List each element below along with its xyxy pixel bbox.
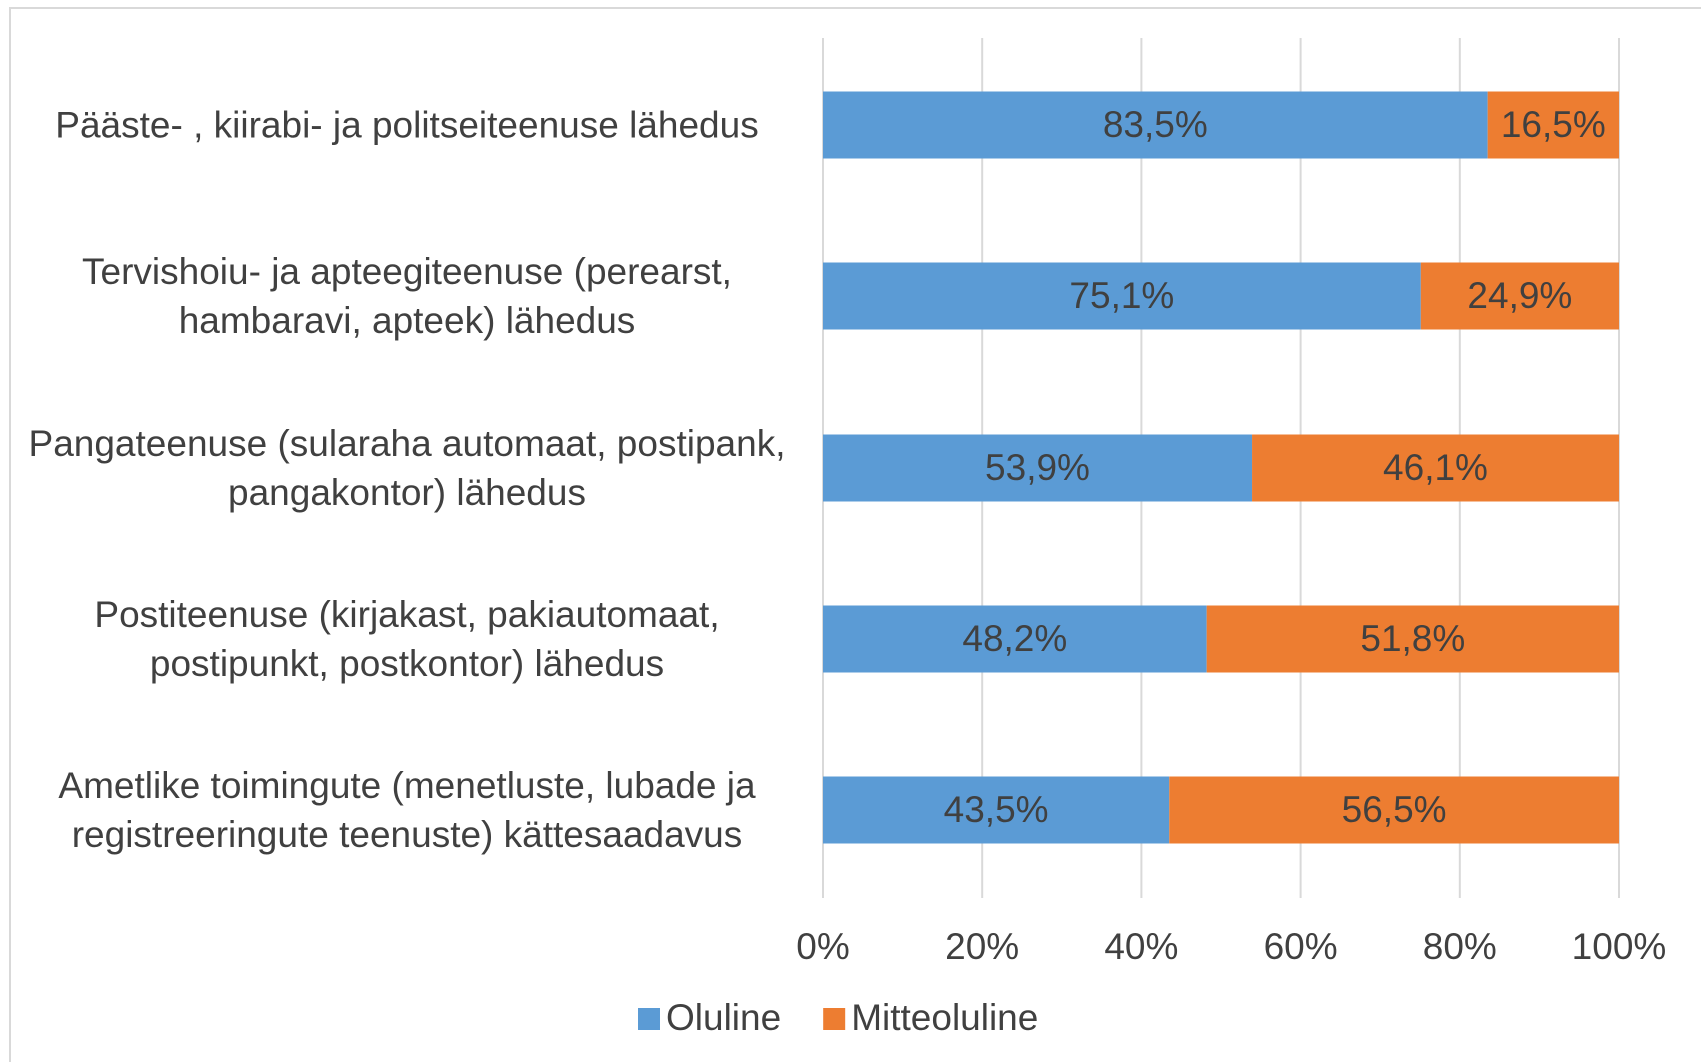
bar-segment xyxy=(823,262,1421,330)
legend-swatch xyxy=(638,1008,660,1030)
bar-segment xyxy=(1420,262,1619,330)
data-label: 83,5% xyxy=(1103,104,1208,145)
x-tick-label: 20% xyxy=(945,926,1019,967)
data-label: 53,9% xyxy=(985,447,1090,488)
bar-segment xyxy=(823,776,1170,844)
data-label: 56,5% xyxy=(1342,789,1447,830)
category-label: Tervishoiu- ja apteegiteenuse (perearst,… xyxy=(82,251,732,341)
category-label: Pääste- , kiirabi- ja politseiteenuse lä… xyxy=(55,104,759,146)
legend-label: Oluline xyxy=(666,997,781,1038)
data-label: 43,5% xyxy=(944,789,1049,830)
data-label: 16,5% xyxy=(1501,104,1606,145)
x-tick-label: 100% xyxy=(1572,926,1667,967)
bar-segment xyxy=(1206,605,1619,673)
bar-segment xyxy=(823,605,1207,673)
category-label: Pangateenuse (sularaha automaat, postipa… xyxy=(28,423,786,513)
legend-swatch xyxy=(823,1008,846,1030)
category-label: Ametlike toimingute (menetluste, lubade … xyxy=(58,765,756,855)
chart-frame xyxy=(9,7,1701,1062)
data-label: 75,1% xyxy=(1069,275,1174,316)
x-tick-label: 0% xyxy=(796,926,849,967)
data-label: 48,2% xyxy=(962,618,1067,659)
data-label: 24,9% xyxy=(1467,275,1572,316)
bar-segment xyxy=(823,91,1488,159)
bar-segment xyxy=(1487,91,1619,159)
bar-segment xyxy=(823,434,1253,502)
x-tick-label: 80% xyxy=(1423,926,1497,967)
bar-segment xyxy=(1169,776,1619,844)
category-label: Postiteenuse (kirjakast, pakiautomaat, p… xyxy=(94,594,720,684)
legend-label: Mitteoluline xyxy=(851,997,1038,1038)
data-label: 51,8% xyxy=(1360,618,1465,659)
bar-segment xyxy=(1252,434,1619,502)
x-tick-label: 40% xyxy=(1104,926,1178,967)
x-tick-label: 60% xyxy=(1264,926,1338,967)
data-label: 46,1% xyxy=(1383,447,1488,488)
